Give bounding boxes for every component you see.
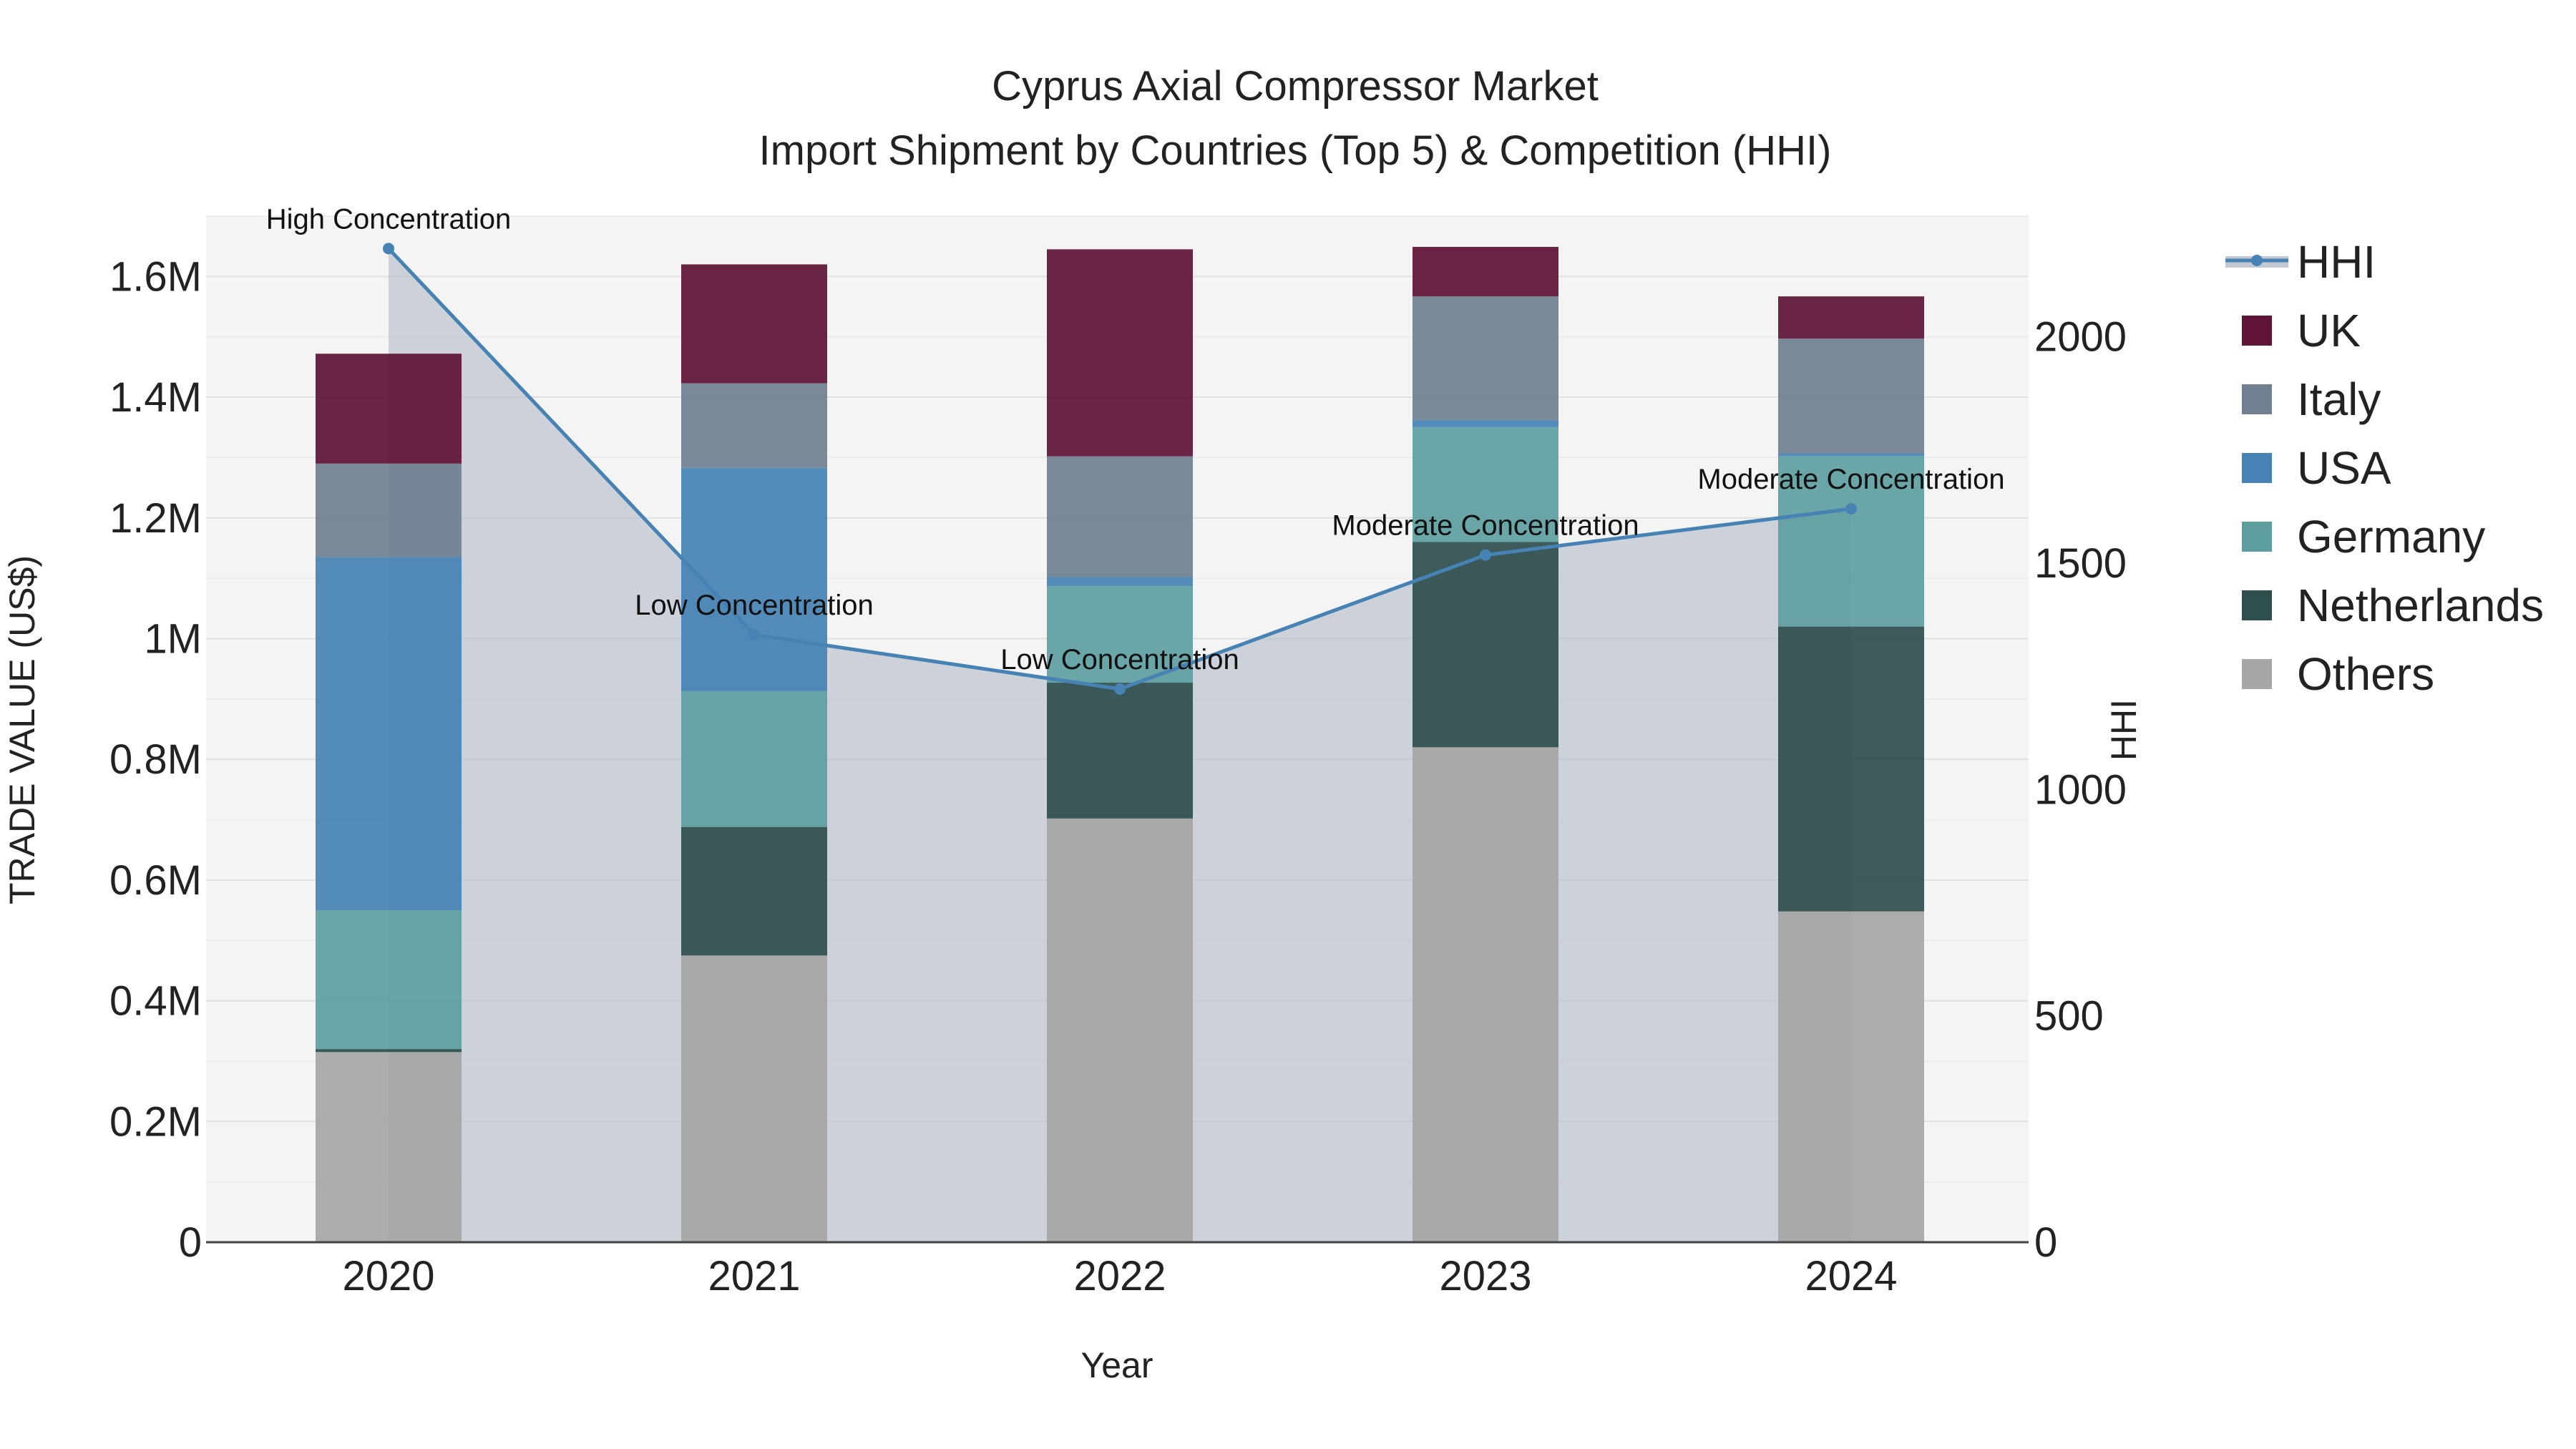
bar-others-2020 xyxy=(316,1052,462,1242)
hhi-line-layer xyxy=(383,243,1857,695)
bar-usa-2021 xyxy=(681,467,827,691)
y-axis-ticks: 0 0.2M 0.4M 0.6M 0.8M 1M 1.2M 1.4M 1.6M xyxy=(109,253,202,1266)
y2-tick-label: 500 xyxy=(2034,993,2104,1040)
hhi-annotation-2022: Low Concentration xyxy=(1000,644,1239,675)
y-tick-label: 1.2M xyxy=(109,495,202,542)
hhi-annotation-2024: Moderate Concentration xyxy=(1697,464,2004,495)
legend-label-italy: Italy xyxy=(2297,374,2381,425)
bar-netherlands-2024 xyxy=(1778,626,1924,912)
x-tick-label: 2023 xyxy=(1439,1253,1531,1299)
legend-swatch-hhi-marker xyxy=(2251,255,2263,266)
y-tick-label: 0 xyxy=(179,1219,202,1266)
y-tick-label: 1.4M xyxy=(109,374,202,421)
bar-germany-2022 xyxy=(1047,586,1193,683)
legend-item-netherlands: Netherlands xyxy=(2242,580,2544,631)
hhi-annotations: High Concentration Low Concentration Low C… xyxy=(266,203,2005,675)
bar-others-2021 xyxy=(681,955,827,1242)
bar-uk-2020 xyxy=(316,353,462,464)
legend-swatch-uk xyxy=(2242,316,2272,346)
bar-germany-2020 xyxy=(316,910,462,1050)
legend-label-others: Others xyxy=(2297,648,2434,700)
legend-swatch-germany xyxy=(2242,522,2272,552)
bar-uk-2024 xyxy=(1778,296,1924,339)
legend-item-uk: UK xyxy=(2242,305,2361,356)
y-tick-label: 1M xyxy=(144,615,202,662)
legend-label-netherlands: Netherlands xyxy=(2297,580,2544,631)
hhi-annotation-2020: High Concentration xyxy=(266,203,511,235)
bars xyxy=(316,247,1924,1242)
legend-label-usa: USA xyxy=(2297,442,2391,494)
bar-germany-2021 xyxy=(681,691,827,827)
y-tick-label: 0.8M xyxy=(109,736,202,783)
legend-swatch-netherlands xyxy=(2242,590,2272,620)
y2-tick-label: 1000 xyxy=(2034,766,2127,813)
bar-italy-2020 xyxy=(316,463,462,557)
legend-label-germany: Germany xyxy=(2297,511,2485,562)
bar-italy-2021 xyxy=(681,383,827,468)
y-tick-label: 0.4M xyxy=(109,978,202,1025)
hhi-point-2024 xyxy=(1845,503,1857,515)
bar-netherlands-2023 xyxy=(1413,542,1558,748)
bar-netherlands-2020 xyxy=(316,1049,462,1053)
legend-swatch-usa xyxy=(2242,453,2272,483)
hhi-annotation-2023: Moderate Concentration xyxy=(1332,510,1639,542)
bar-usa-2024 xyxy=(1778,453,1924,457)
chart-title-line2: Import Shipment by Countries (Top 5) & C… xyxy=(759,127,1832,174)
legend-item-usa: USA xyxy=(2242,442,2391,494)
x-tick-label: 2020 xyxy=(342,1253,434,1299)
legend-swatch-others xyxy=(2242,659,2272,689)
bar-others-2024 xyxy=(1778,911,1924,1242)
y-tick-label: 0.6M xyxy=(109,857,202,904)
y2-tick-label: 1500 xyxy=(2034,540,2127,587)
legend-item-hhi: HHI xyxy=(2225,236,2376,288)
bar-germany-2024 xyxy=(1778,456,1924,627)
bar-usa-2023 xyxy=(1413,420,1558,428)
y-axis-title: TRADE VALUE (US$) xyxy=(2,555,42,904)
hhi-point-2023 xyxy=(1480,549,1491,561)
legend-item-germany: Germany xyxy=(2242,511,2485,562)
legend-swatch-italy xyxy=(2242,384,2272,414)
legend-item-others: Others xyxy=(2242,648,2434,700)
y2-axis-title: HHI xyxy=(2104,699,2144,761)
y2-axis-ticks: 0 500 1000 1500 2000 xyxy=(2034,314,2127,1266)
bar-netherlands-2021 xyxy=(681,826,827,956)
bar-italy-2023 xyxy=(1413,296,1558,421)
bar-italy-2022 xyxy=(1047,456,1193,577)
hhi-point-2021 xyxy=(748,628,760,640)
bar-uk-2022 xyxy=(1047,249,1193,457)
bar-uk-2021 xyxy=(681,264,827,384)
x-tick-label: 2021 xyxy=(708,1253,800,1299)
x-tick-label: 2024 xyxy=(1805,1253,1897,1299)
x-tick-label: 2022 xyxy=(1073,1253,1166,1299)
bar-usa-2020 xyxy=(316,557,462,911)
y2-tick-label: 2000 xyxy=(2034,314,2127,361)
bar-netherlands-2022 xyxy=(1047,683,1193,819)
x-axis-ticks: 2020 2021 2022 2023 2024 xyxy=(342,1253,1897,1299)
y2-tick-label: 0 xyxy=(2034,1219,2057,1266)
y-tick-label: 0.2M xyxy=(109,1098,202,1145)
bar-usa-2022 xyxy=(1047,577,1193,587)
legend-label-uk: UK xyxy=(2297,305,2361,356)
legend: HHI UK Italy USA Germany Netherlands Others xyxy=(2225,236,2544,700)
legend-item-italy: Italy xyxy=(2242,374,2381,425)
bar-others-2022 xyxy=(1047,818,1193,1242)
chart-title-line1: Cyprus Axial Compressor Market xyxy=(992,63,1599,109)
y-tick-label: 1.6M xyxy=(109,253,202,300)
hhi-point-2022 xyxy=(1114,683,1126,695)
bar-italy-2024 xyxy=(1778,338,1924,454)
legend-label-hhi: HHI xyxy=(2297,236,2376,288)
bar-others-2023 xyxy=(1413,747,1558,1242)
bar-uk-2023 xyxy=(1413,247,1558,297)
x-axis-title: Year xyxy=(1080,1345,1153,1385)
bar-germany-2023 xyxy=(1413,427,1558,542)
hhi-point-2020 xyxy=(383,243,394,255)
hhi-annotation-2021: Low Concentration xyxy=(635,590,874,621)
